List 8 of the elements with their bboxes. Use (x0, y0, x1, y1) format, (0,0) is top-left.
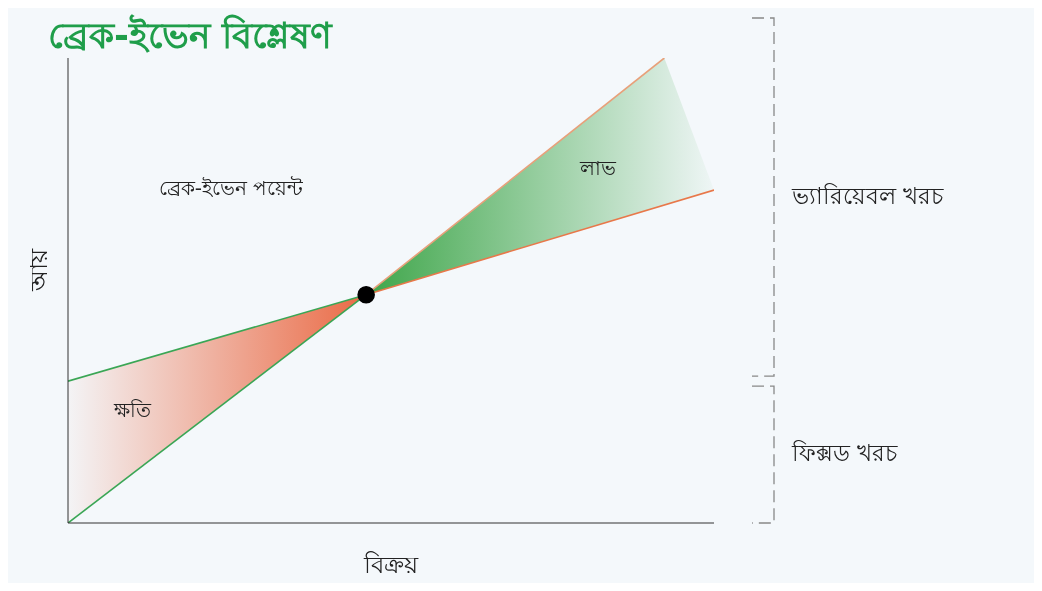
annotation: লাভ (578, 156, 617, 181)
x-axis-title: বিক্রয় (363, 551, 419, 579)
text: ভ্যারিয়েবল খরচ (791, 182, 945, 209)
chart-title: ব্রেক-ইভেন বিশ্লেষণ (48, 13, 333, 58)
annotation: ক্ষতি (113, 397, 153, 422)
annotation: ব্রেক-ইভেন পয়েন্ট (158, 176, 304, 201)
y-axis-title: আয় (24, 247, 53, 292)
text: ফিক্সড খরচ (791, 440, 899, 467)
